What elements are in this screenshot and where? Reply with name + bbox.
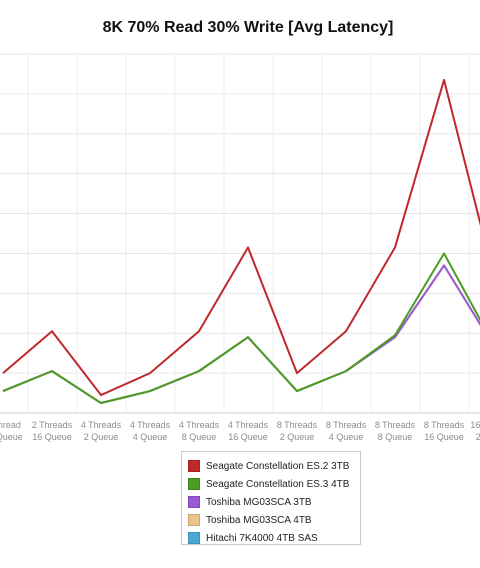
x-tick-label: 4 Threads [130,420,171,430]
x-tick-label: 8 Threads [424,420,465,430]
line-chart: 1 Thread 16 Queue 2 Threads 16 Queue 4 Threa… [0,53,480,442]
x-tick-label: 4 Threads [228,420,269,430]
x-tick-label: 4 Threads [179,420,220,430]
series-line-2 [2,252,480,405]
legend-label: Toshiba MG03SCA 3TB [206,496,312,508]
series-line-3 [2,264,480,405]
x-tick-label: 2 Queue [476,432,480,442]
x-tick-label: 8 Queue [378,432,413,442]
x-tick-labels: 1 Thread 16 Queue 2 Threads 16 Queue 4 Threa… [0,420,480,442]
series-line-4 [2,264,480,405]
series-line-5 [2,264,480,405]
x-tick-label: 2 Queue [280,432,315,442]
x-tick-label: 1 Thread [0,420,21,430]
x-tick-label: 2 Threads [32,420,73,430]
legend-swatch [188,496,200,508]
x-tick-label: 4 Threads [81,420,122,430]
x-tick-label: 16 Queue [0,432,23,442]
x-tick-label: 4 Queue [133,432,168,442]
legend-item[interactable]: Hitachi 7K4000 4TB SAS [188,529,360,547]
x-tick-label: 16 Threads [470,420,480,430]
legend-swatch [188,460,200,472]
legend-item[interactable]: Toshiba MG03SCA 4TB [188,511,360,529]
x-tick-label: 8 Threads [326,420,367,430]
grid [0,53,480,414]
x-tick-label: 8 Threads [277,420,318,430]
x-tick-label: 16 Queue [424,432,464,442]
series-line-1 [2,78,480,397]
x-tick-label: 16 Queue [228,432,268,442]
legend-label: Hitachi 7K4000 4TB SAS [206,532,318,544]
legend-label: Toshiba MG03SCA 4TB [206,514,312,526]
series-lines [2,78,480,405]
legend: Seagate Constellation ES.2 3TB Seagate Co… [181,451,361,545]
legend-item[interactable]: Toshiba MG03SCA 3TB [188,493,360,511]
legend-swatch [188,478,200,490]
legend-label: Seagate Constellation ES.3 4TB [206,478,350,490]
legend-swatch [188,514,200,526]
legend-label: Seagate Constellation ES.2 3TB [206,460,350,472]
legend-item[interactable]: Seagate Constellation ES.3 4TB [188,475,360,493]
x-tick-label: 2 Queue [84,432,119,442]
x-tick-label: 8 Queue [182,432,217,442]
x-tick-label: 8 Threads [375,420,416,430]
x-tick-label: 4 Queue [329,432,364,442]
legend-swatch [188,532,200,544]
x-tick-label: 16 Queue [32,432,72,442]
chart-title: 8K 70% Read 30% Write [Avg Latency] [102,19,394,36]
legend-item[interactable]: Seagate Constellation ES.2 3TB [188,457,360,475]
